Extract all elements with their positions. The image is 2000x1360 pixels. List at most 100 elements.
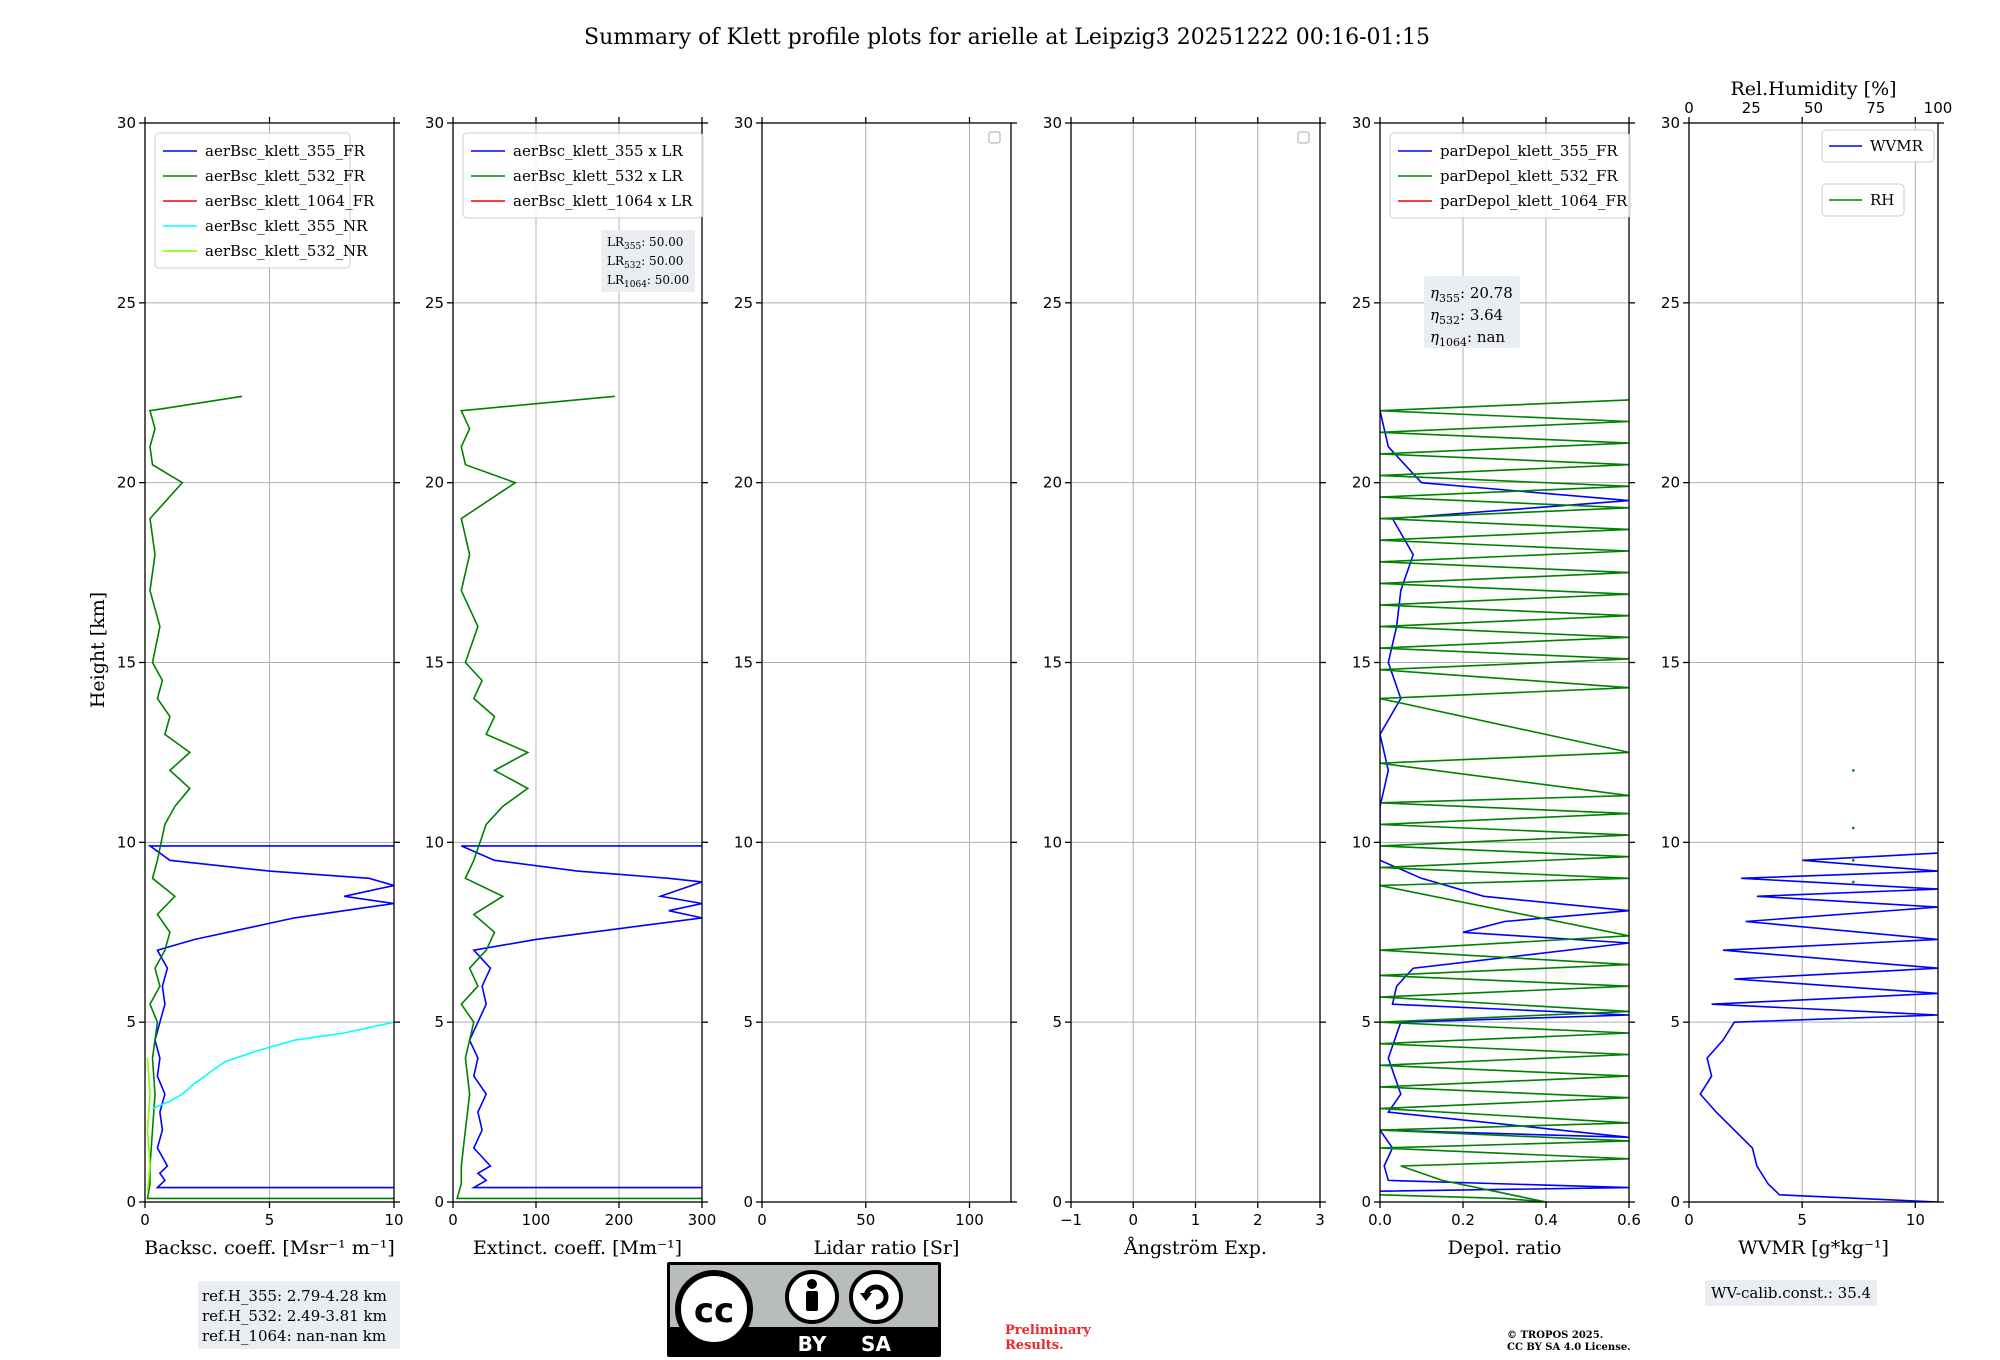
y-tick-label: 15 (734, 654, 753, 672)
ref-h-1064: ref.H_1064: nan-nan km (202, 1327, 386, 1345)
x-tick-label: 5 (1797, 1211, 1807, 1229)
copyright-line2: CC BY SA 4.0 License. (1507, 1342, 1631, 1353)
x-tick-label: 10 (1906, 1211, 1925, 1229)
y-tick-label: 30 (1352, 114, 1371, 132)
cc-by-sa-logo: cc BY SA (667, 1262, 941, 1357)
legend-box (1821, 183, 1905, 217)
series-WVMR (1699, 852, 1938, 1202)
x-tick-label: 0 (1684, 1211, 1694, 1229)
x-tick-label: 200 (605, 1211, 634, 1229)
eta-box (1424, 276, 1520, 348)
sa-label: SA (861, 1332, 891, 1356)
reference-height-box: ref.H_355: 2.79-4.28 km ref.H_532: 2.49-… (198, 1281, 400, 1349)
y-tick-label: 0 (1361, 1193, 1371, 1211)
y-tick-label: 30 (734, 114, 753, 132)
legend-entry: aerBsc_klett_355_FR (205, 142, 365, 160)
top-tick-label: 0 (1684, 99, 1694, 117)
panel-backscatter: 0 5 10 15 20 25 30 0 5 10 Backsc. coeff. [Msr⁻¹ m⁻… (117, 114, 404, 1259)
series-aerBsc_klett_355_NR (152, 1021, 394, 1110)
y-tick-label: 25 (1043, 294, 1062, 312)
x-tick-label: 50 (856, 1211, 875, 1229)
x-axis-label: Lidar ratio [Sr] (814, 1237, 960, 1259)
empty-legend-box (988, 131, 1001, 144)
x-tick-label: 0 (140, 1211, 150, 1229)
y-tick-label: 30 (1043, 114, 1062, 132)
y-tick-label: 5 (743, 1013, 753, 1031)
legend-box (462, 132, 704, 219)
rh-dot (1852, 769, 1855, 772)
lr-value-532: LR532: 50.00 (607, 254, 683, 271)
rh-dot (1852, 826, 1855, 830)
x-axis-label: WVMR [g*kg⁻¹] (1738, 1237, 1889, 1259)
x-tick-label: 300 (688, 1211, 717, 1229)
panel-depol: 0 5 10 15 20 25 30 0.0 0.2 0.4 0.6 Depol. ratio parD… (1352, 114, 1641, 1259)
top-tick-label: 50 (1804, 99, 1823, 117)
legend-entry: parDepol_klett_532_FR (1440, 167, 1618, 185)
x-tick-label: 3 (1315, 1211, 1325, 1229)
y-tick-label: 25 (117, 294, 136, 312)
y-tick-label: 20 (425, 474, 444, 492)
y-tick-label: 5 (1052, 1013, 1062, 1031)
x-tick-label: −1 (1060, 1211, 1082, 1229)
y-axis-label: Height [km] (87, 592, 109, 708)
y-tick-label: 15 (1352, 654, 1371, 672)
top-axis-label: Rel.Humidity [%] (1730, 78, 1896, 100)
y-tick-label: 20 (1043, 474, 1062, 492)
legend-entry: aerBsc_klett_532_FR (205, 167, 365, 185)
series-aerBsc_klett_532_FR (146, 395, 394, 1200)
legend-entry: aerBsc_klett_532_NR (205, 242, 368, 260)
top-tick-label: 25 (1742, 99, 1761, 117)
x-tick-label: 1 (1191, 1211, 1201, 1229)
y-tick-label: 0 (126, 1193, 136, 1211)
y-tick-label: 20 (1352, 474, 1371, 492)
y-tick-label: 10 (117, 833, 136, 851)
y-tick-label: 10 (734, 833, 753, 851)
legend-box (1389, 132, 1631, 219)
y-tick-label: 10 (1043, 833, 1062, 851)
x-axis-label: Extinct. coeff. [Mm⁻¹] (473, 1237, 682, 1259)
legend-entry: aerBsc_klett_1064 x LR (513, 192, 693, 210)
wv-calib-box: WV-calib.const.: 35.4 (1705, 1280, 1877, 1306)
y-tick-label: 10 (1352, 833, 1371, 851)
y-tick-label: 25 (425, 294, 444, 312)
preliminary-line1: Preliminary (1005, 1323, 1091, 1338)
y-tick-label: 5 (126, 1013, 136, 1031)
y-tick-label: 15 (425, 654, 444, 672)
lr-value-355: LR355: 50.00 (607, 235, 683, 252)
legend-entry: aerBsc_klett_355_NR (205, 217, 368, 235)
series-group (1380, 399, 1629, 1202)
y-tick-label: 30 (425, 114, 444, 132)
y-tick-label: 20 (1661, 474, 1680, 492)
y-tick-label: 20 (734, 474, 753, 492)
y-tick-label: 10 (1661, 833, 1680, 851)
wv-calib-constant: WV-calib.const.: 35.4 (1711, 1284, 1871, 1302)
x-tick-label: 0.6 (1617, 1211, 1641, 1229)
eta-value-532: η532: 3.64 (1430, 306, 1503, 327)
preliminary-line2: Results. (1005, 1338, 1064, 1353)
y-tick-label: 20 (117, 474, 136, 492)
y-tick-label: 5 (1361, 1013, 1371, 1031)
legend-entry: aerBsc_klett_355 x LR (513, 142, 684, 160)
y-tick-label: 30 (1661, 114, 1680, 132)
lr-value-1064: LR1064: 50.00 (607, 273, 689, 290)
legend-entry: WVMR (1870, 137, 1924, 155)
eta-value-355: η355: 20.78 (1430, 284, 1513, 305)
series-aerBsc_klett_355 x LR (460, 845, 702, 1189)
y-tick-label: 15 (1043, 654, 1062, 672)
y-tick-label: 0 (434, 1193, 444, 1211)
legend-entry: parDepol_klett_355_FR (1440, 142, 1618, 160)
y-tick-label: 25 (1661, 294, 1680, 312)
sa-share-icon (849, 1270, 903, 1324)
y-tick-label: 15 (1661, 654, 1680, 672)
legend-entry: parDepol_klett_1064_FR (1440, 192, 1628, 210)
x-tick-label: 100 (955, 1211, 984, 1229)
x-tick-label: 2 (1253, 1211, 1263, 1229)
y-tick-label: 10 (425, 833, 444, 851)
legend-entry: aerBsc_klett_1064_FR (205, 192, 375, 210)
ref-h-355: ref.H_355: 2.79-4.28 km (202, 1287, 387, 1305)
x-tick-label: 0.2 (1451, 1211, 1475, 1229)
x-tick-label: 0 (757, 1211, 767, 1229)
series-group (146, 395, 394, 1200)
